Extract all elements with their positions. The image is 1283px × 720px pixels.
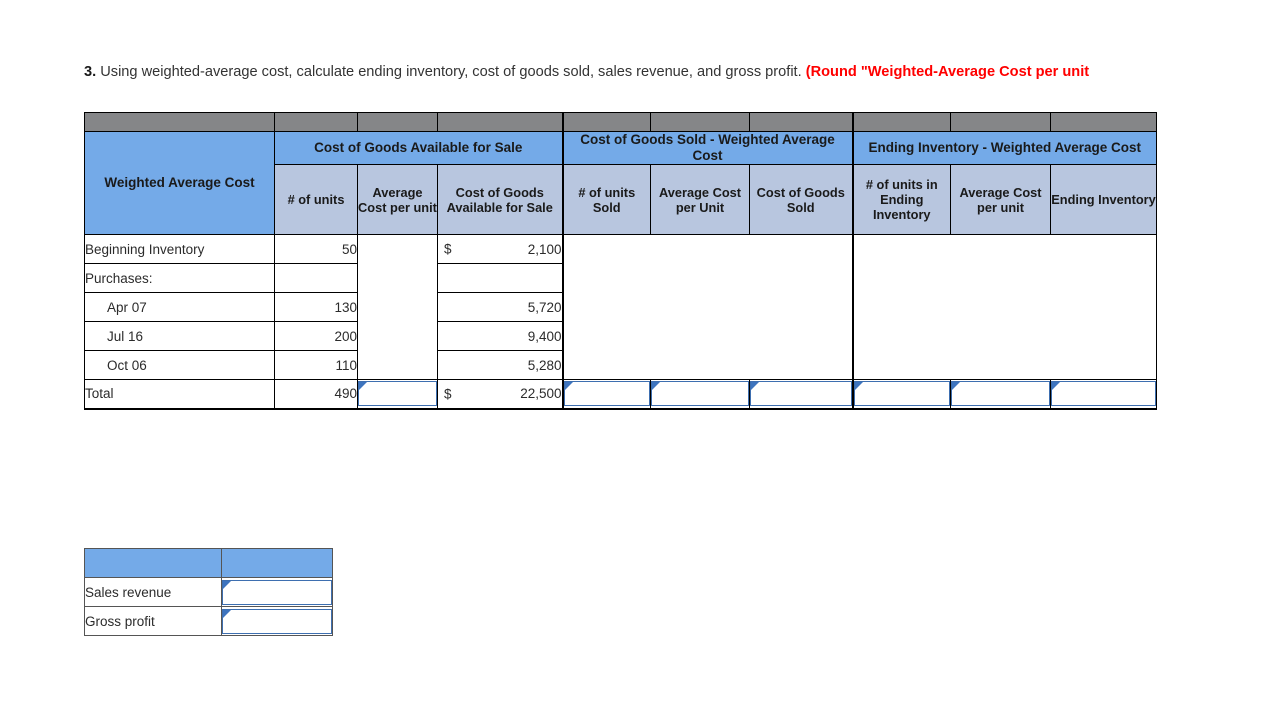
gray-spacer-cell (274, 112, 358, 132)
row-label-total: Total (84, 379, 275, 410)
cell-value: 22,500 (520, 386, 562, 402)
sub-header-avg-cost-per-unit-ending: Average Cost per unit (950, 164, 1051, 235)
group-header-row: Weighted Average Cost Cost of Goods Avai… (84, 131, 1157, 235)
cell-value: 5,280 (527, 357, 562, 373)
row-label-beginning-inventory: Beginning Inventory (84, 234, 275, 264)
gray-spacer-cell (437, 112, 563, 132)
gray-spacer-cell (749, 112, 853, 132)
input-cell-ending-inventory[interactable] (1050, 379, 1157, 410)
list-item: Gross profit (84, 606, 333, 636)
answer-input-avg-cost-per-unit-ending[interactable] (951, 381, 1050, 407)
cell-units-beginning: 50 (274, 234, 358, 264)
summary-header-label-cell (84, 548, 222, 578)
input-cell-units-sold[interactable] (561, 379, 651, 410)
input-cell-sales-revenue[interactable] (221, 577, 333, 607)
cell-cogas-purchases (437, 263, 563, 293)
row-label-purchases: Purchases: (84, 263, 275, 293)
sub-header-ending-inventory: Ending Inventory (1050, 164, 1157, 235)
table-row-total: Total 490 $ 22,500 (84, 379, 1157, 410)
sub-header-units-in-ending-inventory: # of units in Ending Inventory (851, 164, 951, 235)
answer-input-units-sold[interactable] (563, 381, 650, 407)
gray-spacer-row (84, 112, 1157, 132)
question-emphasis: (Round "Weighted-Average Cost per unit (805, 64, 1090, 80)
summary-label-sales-revenue: Sales revenue (84, 577, 222, 607)
answer-input-units-in-ending-inventory[interactable] (853, 381, 950, 407)
cell-cogas-apr-07: 5,720 (437, 292, 563, 322)
sub-header-avg-cost-per-unit-available: Average Cost per unit (357, 164, 438, 235)
currency-symbol: $ (444, 241, 452, 257)
row-label-jul-16: Jul 16 (84, 321, 275, 351)
answer-input-cost-of-goods-sold[interactable] (750, 381, 852, 407)
input-cell-avg-cost-per-unit-sold[interactable] (650, 379, 750, 410)
gray-spacer-cell (84, 112, 275, 132)
input-cell-avg-cost-per-unit-ending[interactable] (950, 379, 1051, 410)
sub-header-units-sold: # of units Sold (561, 164, 651, 235)
cell-avg-cost-per-unit-blank (357, 234, 438, 380)
weighted-average-table: Weighted Average Cost Cost of Goods Avai… (84, 112, 1157, 410)
gray-spacer-cell (851, 112, 951, 132)
gray-spacer-cell (950, 112, 1051, 132)
input-cell-gross-profit[interactable] (221, 606, 333, 636)
cell-units-jul-16: 200 (274, 321, 358, 351)
question-number: 3. (84, 64, 97, 80)
cell-value: 5,720 (527, 299, 562, 315)
table-row: Oct 06 110 5,280 (84, 350, 1157, 380)
cell-value: 9,400 (527, 328, 562, 344)
input-cell-cost-of-goods-sold[interactable] (749, 379, 853, 410)
cell-ending-inventory-group-blank (851, 234, 1157, 380)
summary-header-value-cell (221, 548, 333, 578)
answer-input-ending-inventory[interactable] (1051, 381, 1156, 407)
answer-input-avg-cost-per-unit-sold[interactable] (651, 381, 749, 407)
question-prompt: 3. Using weighted-average cost, calculat… (84, 62, 1283, 82)
group-header-cost-of-goods-sold: Cost of Goods Sold - Weighted Average Co… (561, 131, 853, 165)
sub-header-cost-of-goods-sold: Cost of Goods Sold (749, 164, 853, 235)
row-label-apr-07: Apr 07 (84, 292, 275, 322)
answer-input-avg-cost-per-unit[interactable] (358, 381, 437, 407)
summary-table: Sales revenue Gross profit (84, 548, 333, 636)
currency-symbol: $ (444, 386, 452, 402)
list-item: Sales revenue (84, 577, 333, 607)
cell-cogas-oct-06: 5,280 (437, 350, 563, 380)
gray-spacer-cell (1050, 112, 1157, 132)
summary-label-gross-profit: Gross profit (84, 606, 222, 636)
answer-input-sales-revenue[interactable] (222, 579, 332, 605)
input-cell-units-ending-inventory[interactable] (851, 379, 951, 410)
gray-spacer-cell (357, 112, 438, 132)
row-label-oct-06: Oct 06 (84, 350, 275, 380)
corner-header-weighted-average-cost: Weighted Average Cost (84, 131, 275, 235)
table-row: Beginning Inventory 50 $ 2,100 (84, 234, 1157, 380)
sub-header-units-available: # of units (274, 164, 358, 235)
sub-header-cost-of-goods-available-for-sale: Cost of Goods Available for Sale (437, 164, 563, 235)
cell-units-purchases (274, 263, 358, 293)
sub-header-avg-cost-per-unit-sold: Average Cost per Unit (650, 164, 750, 235)
gray-spacer-cell (561, 112, 651, 132)
cell-units-apr-07: 130 (274, 292, 358, 322)
cell-cogs-group-blank (561, 234, 853, 380)
cell-units-oct-06: 110 (274, 350, 358, 380)
table-row: Apr 07 130 5,720 (84, 292, 1157, 322)
cell-units-total: 490 (274, 379, 358, 410)
table-row: Jul 16 200 9,400 (84, 321, 1157, 351)
summary-header-row (84, 548, 333, 578)
cell-cogas-total: $ 22,500 (437, 379, 563, 410)
cell-cogas-jul-16: 9,400 (437, 321, 563, 351)
answer-input-gross-profit[interactable] (222, 608, 332, 634)
sub-header-row: # of units Average Cost per unit Cost of… (85, 164, 1157, 235)
gray-spacer-cell (650, 112, 750, 132)
question-text: Using weighted-average cost, calculate e… (96, 64, 806, 80)
group-header-cost-of-goods-available: Cost of Goods Available for Sale (274, 131, 563, 165)
cell-cogas-beginning: $ 2,100 (437, 234, 563, 264)
input-cell-avg-cost-per-unit-total[interactable] (357, 379, 438, 410)
group-header-ending-inventory: Ending Inventory - Weighted Average Cost (851, 131, 1157, 165)
cell-value: 2,100 (527, 241, 562, 257)
table-row: Purchases: (84, 263, 1157, 293)
